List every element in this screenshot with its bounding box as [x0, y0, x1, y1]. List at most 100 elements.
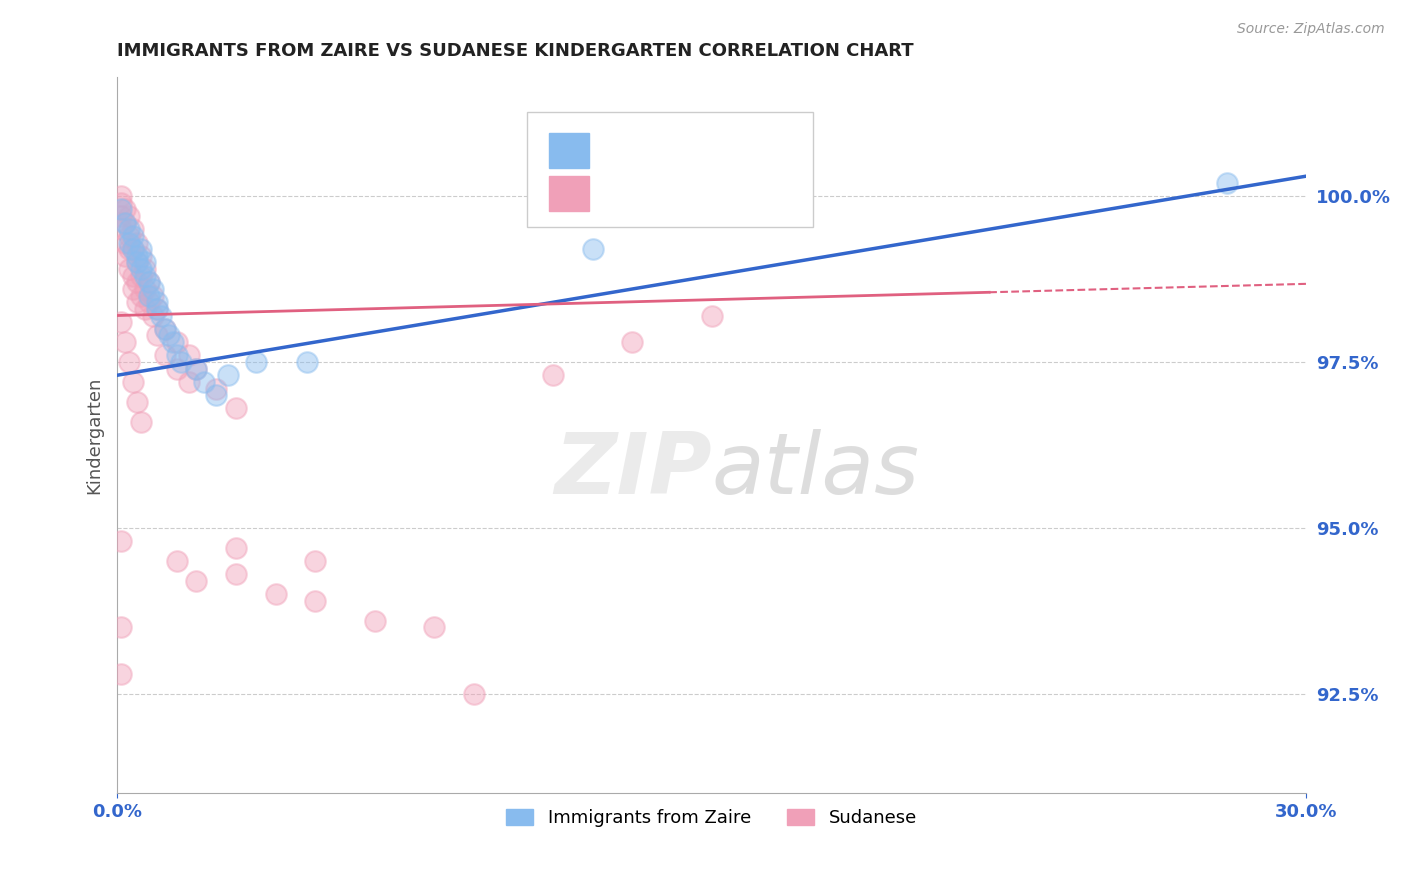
Point	[582, 242, 605, 256]
Point	[118, 209, 141, 223]
Text: Source: ZipAtlas.com: Source: ZipAtlas.com	[1237, 22, 1385, 37]
Point	[166, 554, 188, 568]
Point	[118, 262, 141, 277]
Point	[186, 361, 208, 376]
Point	[186, 361, 208, 376]
Point	[134, 268, 156, 283]
Point	[146, 328, 169, 343]
Point	[177, 348, 200, 362]
Point	[129, 415, 152, 429]
Point	[138, 276, 160, 290]
Point	[166, 348, 188, 362]
Point	[110, 189, 132, 203]
Point	[114, 216, 136, 230]
Point	[129, 242, 152, 256]
Point	[118, 355, 141, 369]
Point	[297, 355, 319, 369]
Point	[110, 209, 132, 223]
Point	[205, 388, 228, 402]
Point	[186, 574, 208, 588]
Point	[122, 242, 145, 256]
Point	[463, 687, 485, 701]
Point	[146, 301, 169, 316]
Point	[153, 322, 176, 336]
Point	[142, 288, 165, 302]
Point	[541, 368, 564, 383]
Point	[153, 322, 176, 336]
Point	[621, 334, 644, 349]
Point	[110, 202, 132, 217]
Point	[138, 295, 160, 310]
Point	[125, 276, 148, 290]
Point	[125, 394, 148, 409]
Point	[169, 355, 191, 369]
Point	[110, 195, 132, 210]
Text: IMMIGRANTS FROM ZAIRE VS SUDANESE KINDERGARTEN CORRELATION CHART: IMMIGRANTS FROM ZAIRE VS SUDANESE KINDER…	[117, 42, 914, 60]
Y-axis label: Kindergarten: Kindergarten	[86, 376, 103, 493]
Point	[114, 235, 136, 250]
Point	[217, 368, 239, 383]
Point	[225, 401, 247, 416]
Point	[423, 620, 446, 634]
Point	[304, 554, 326, 568]
Point	[110, 222, 132, 236]
FancyBboxPatch shape	[527, 112, 813, 227]
Text: R = 0.050   N = 67: R = 0.050 N = 67	[599, 185, 783, 202]
Point	[134, 255, 156, 269]
Point	[114, 334, 136, 349]
Point	[110, 315, 132, 329]
Point	[118, 228, 141, 243]
Point	[122, 375, 145, 389]
Point	[245, 355, 267, 369]
Point	[142, 282, 165, 296]
Point	[364, 614, 387, 628]
Point	[110, 666, 132, 681]
Point	[114, 249, 136, 263]
Point	[166, 334, 188, 349]
Point	[146, 301, 169, 316]
Point	[118, 235, 141, 250]
Point	[114, 202, 136, 217]
Point	[142, 309, 165, 323]
Point	[162, 334, 184, 349]
Point	[110, 534, 132, 549]
Text: R = 0.300   N = 31: R = 0.300 N = 31	[599, 142, 783, 160]
Point	[134, 262, 156, 277]
Point	[129, 249, 152, 263]
Point	[138, 288, 160, 302]
Point	[118, 222, 141, 236]
Point	[166, 361, 188, 376]
Point	[122, 282, 145, 296]
Point	[225, 541, 247, 555]
Point	[304, 594, 326, 608]
Point	[122, 242, 145, 256]
Point	[125, 295, 148, 310]
Point	[149, 309, 172, 323]
Point	[177, 375, 200, 389]
Point	[114, 216, 136, 230]
Point	[129, 262, 152, 277]
Point	[129, 268, 152, 283]
Point	[118, 242, 141, 256]
FancyBboxPatch shape	[548, 176, 589, 211]
Legend: Immigrants from Zaire, Sudanese: Immigrants from Zaire, Sudanese	[499, 802, 924, 835]
Point	[700, 309, 723, 323]
Point	[138, 276, 160, 290]
Point	[146, 295, 169, 310]
Point	[153, 348, 176, 362]
Point	[125, 235, 148, 250]
Point	[129, 288, 152, 302]
Point	[122, 222, 145, 236]
Point	[157, 328, 180, 343]
Point	[225, 567, 247, 582]
Point	[134, 301, 156, 316]
Point	[125, 255, 148, 269]
Text: atlas: atlas	[711, 429, 920, 512]
Point	[125, 249, 148, 263]
Point	[264, 587, 287, 601]
Text: ZIP: ZIP	[554, 429, 711, 512]
Point	[110, 620, 132, 634]
Point	[134, 282, 156, 296]
Point	[205, 382, 228, 396]
Point	[1216, 176, 1239, 190]
